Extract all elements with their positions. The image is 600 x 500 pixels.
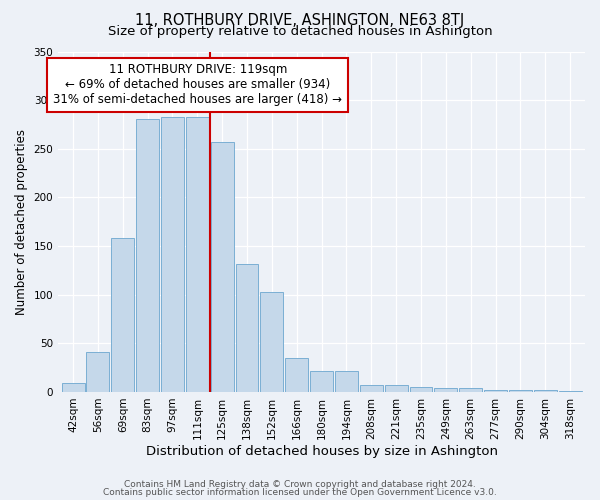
Bar <box>509 390 532 392</box>
Bar <box>62 383 85 392</box>
Text: Size of property relative to detached houses in Ashington: Size of property relative to detached ho… <box>107 25 493 38</box>
Bar <box>211 142 233 392</box>
Bar <box>360 385 383 392</box>
Bar <box>459 388 482 392</box>
Bar <box>335 370 358 392</box>
Text: 11 ROTHBURY DRIVE: 119sqm
← 69% of detached houses are smaller (934)
31% of semi: 11 ROTHBURY DRIVE: 119sqm ← 69% of detac… <box>53 64 342 106</box>
Bar <box>385 385 407 392</box>
Y-axis label: Number of detached properties: Number of detached properties <box>15 128 28 314</box>
Bar <box>559 391 581 392</box>
Bar <box>112 238 134 392</box>
Bar <box>186 116 209 392</box>
Bar <box>286 358 308 392</box>
Bar <box>260 292 283 392</box>
Bar <box>136 118 159 392</box>
Bar <box>434 388 457 392</box>
Bar <box>484 390 507 392</box>
Bar <box>310 370 333 392</box>
Text: 11, ROTHBURY DRIVE, ASHINGTON, NE63 8TJ: 11, ROTHBURY DRIVE, ASHINGTON, NE63 8TJ <box>136 12 464 28</box>
Bar <box>410 387 433 392</box>
X-axis label: Distribution of detached houses by size in Ashington: Distribution of detached houses by size … <box>146 444 497 458</box>
Bar <box>236 264 259 392</box>
Bar <box>534 390 557 392</box>
Bar <box>161 116 184 392</box>
Text: Contains public sector information licensed under the Open Government Licence v3: Contains public sector information licen… <box>103 488 497 497</box>
Bar <box>86 352 109 392</box>
Text: Contains HM Land Registry data © Crown copyright and database right 2024.: Contains HM Land Registry data © Crown c… <box>124 480 476 489</box>
